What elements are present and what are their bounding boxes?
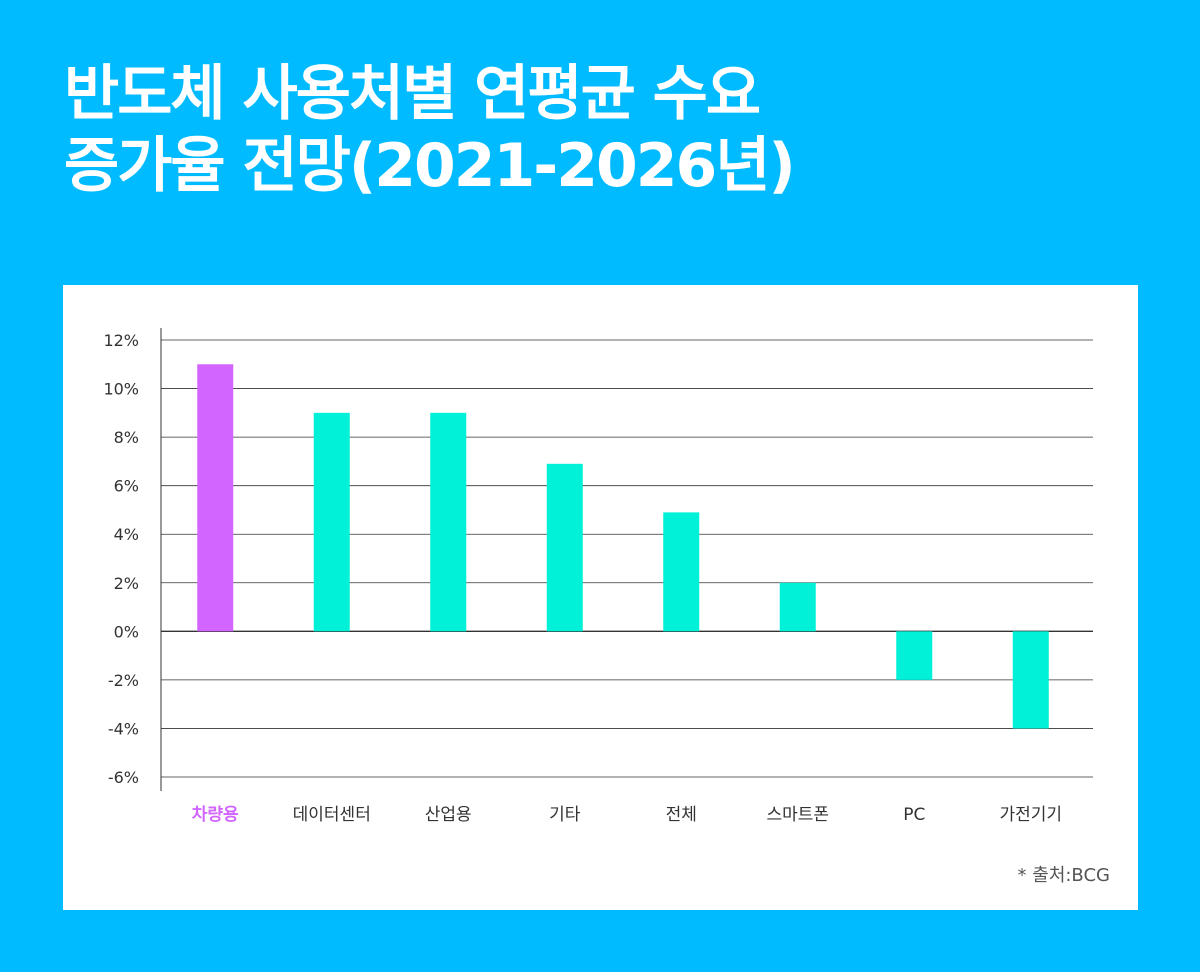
bar: [197, 364, 234, 632]
bar: [663, 512, 700, 632]
bar: [313, 412, 350, 632]
title-line-2: 증가율 전망(2021-2026년): [64, 131, 796, 201]
source-note: * 출처:BCG: [1017, 865, 1110, 886]
bar-chart: 12% 10% 8% 6% 4% 2% 0% -2% -4% -6% 차량용 데이터센터 산업용 기타 전체…: [103, 328, 1093, 825]
bar: [546, 463, 583, 632]
y-tick-label: -6%: [108, 768, 139, 787]
bar: [896, 631, 933, 680]
title-line-1: 반도체 사용처별 연평균 수요: [64, 59, 761, 129]
bar: [430, 412, 467, 632]
chart-title: 반도체 사용처별 연평균 수요 증가율 전망(2021-2026년): [64, 58, 1164, 202]
x-tick-label: 산업용: [425, 805, 472, 825]
y-tick-label: 12%: [103, 331, 139, 350]
x-tick-label: 기타: [549, 805, 581, 825]
x-tick-label: 가전기기: [999, 805, 1062, 825]
y-tick-label: -2%: [108, 671, 139, 690]
x-tick-label: PC: [903, 805, 925, 825]
chart-card: 12% 10% 8% 6% 4% 2% 0% -2% -4% -6% 차량용 데이터센터 산업용 기타 전체…: [63, 285, 1138, 910]
bar: [1012, 631, 1049, 729]
y-tick-label: 8%: [114, 428, 139, 447]
y-tick-label: 10%: [103, 380, 139, 399]
y-tick-label: 4%: [114, 525, 139, 544]
x-tick-label: 차량용: [192, 805, 239, 825]
x-tick-label: 데이터센터: [293, 805, 371, 825]
y-tick-label: 2%: [114, 574, 139, 593]
y-tick-label: -4%: [108, 719, 139, 738]
y-tick-label: 6%: [114, 477, 139, 496]
y-tick-label: 0%: [114, 622, 139, 641]
bar: [779, 582, 816, 632]
x-tick-label: 스마트폰: [766, 805, 829, 825]
x-tick-label: 전체: [666, 805, 697, 825]
